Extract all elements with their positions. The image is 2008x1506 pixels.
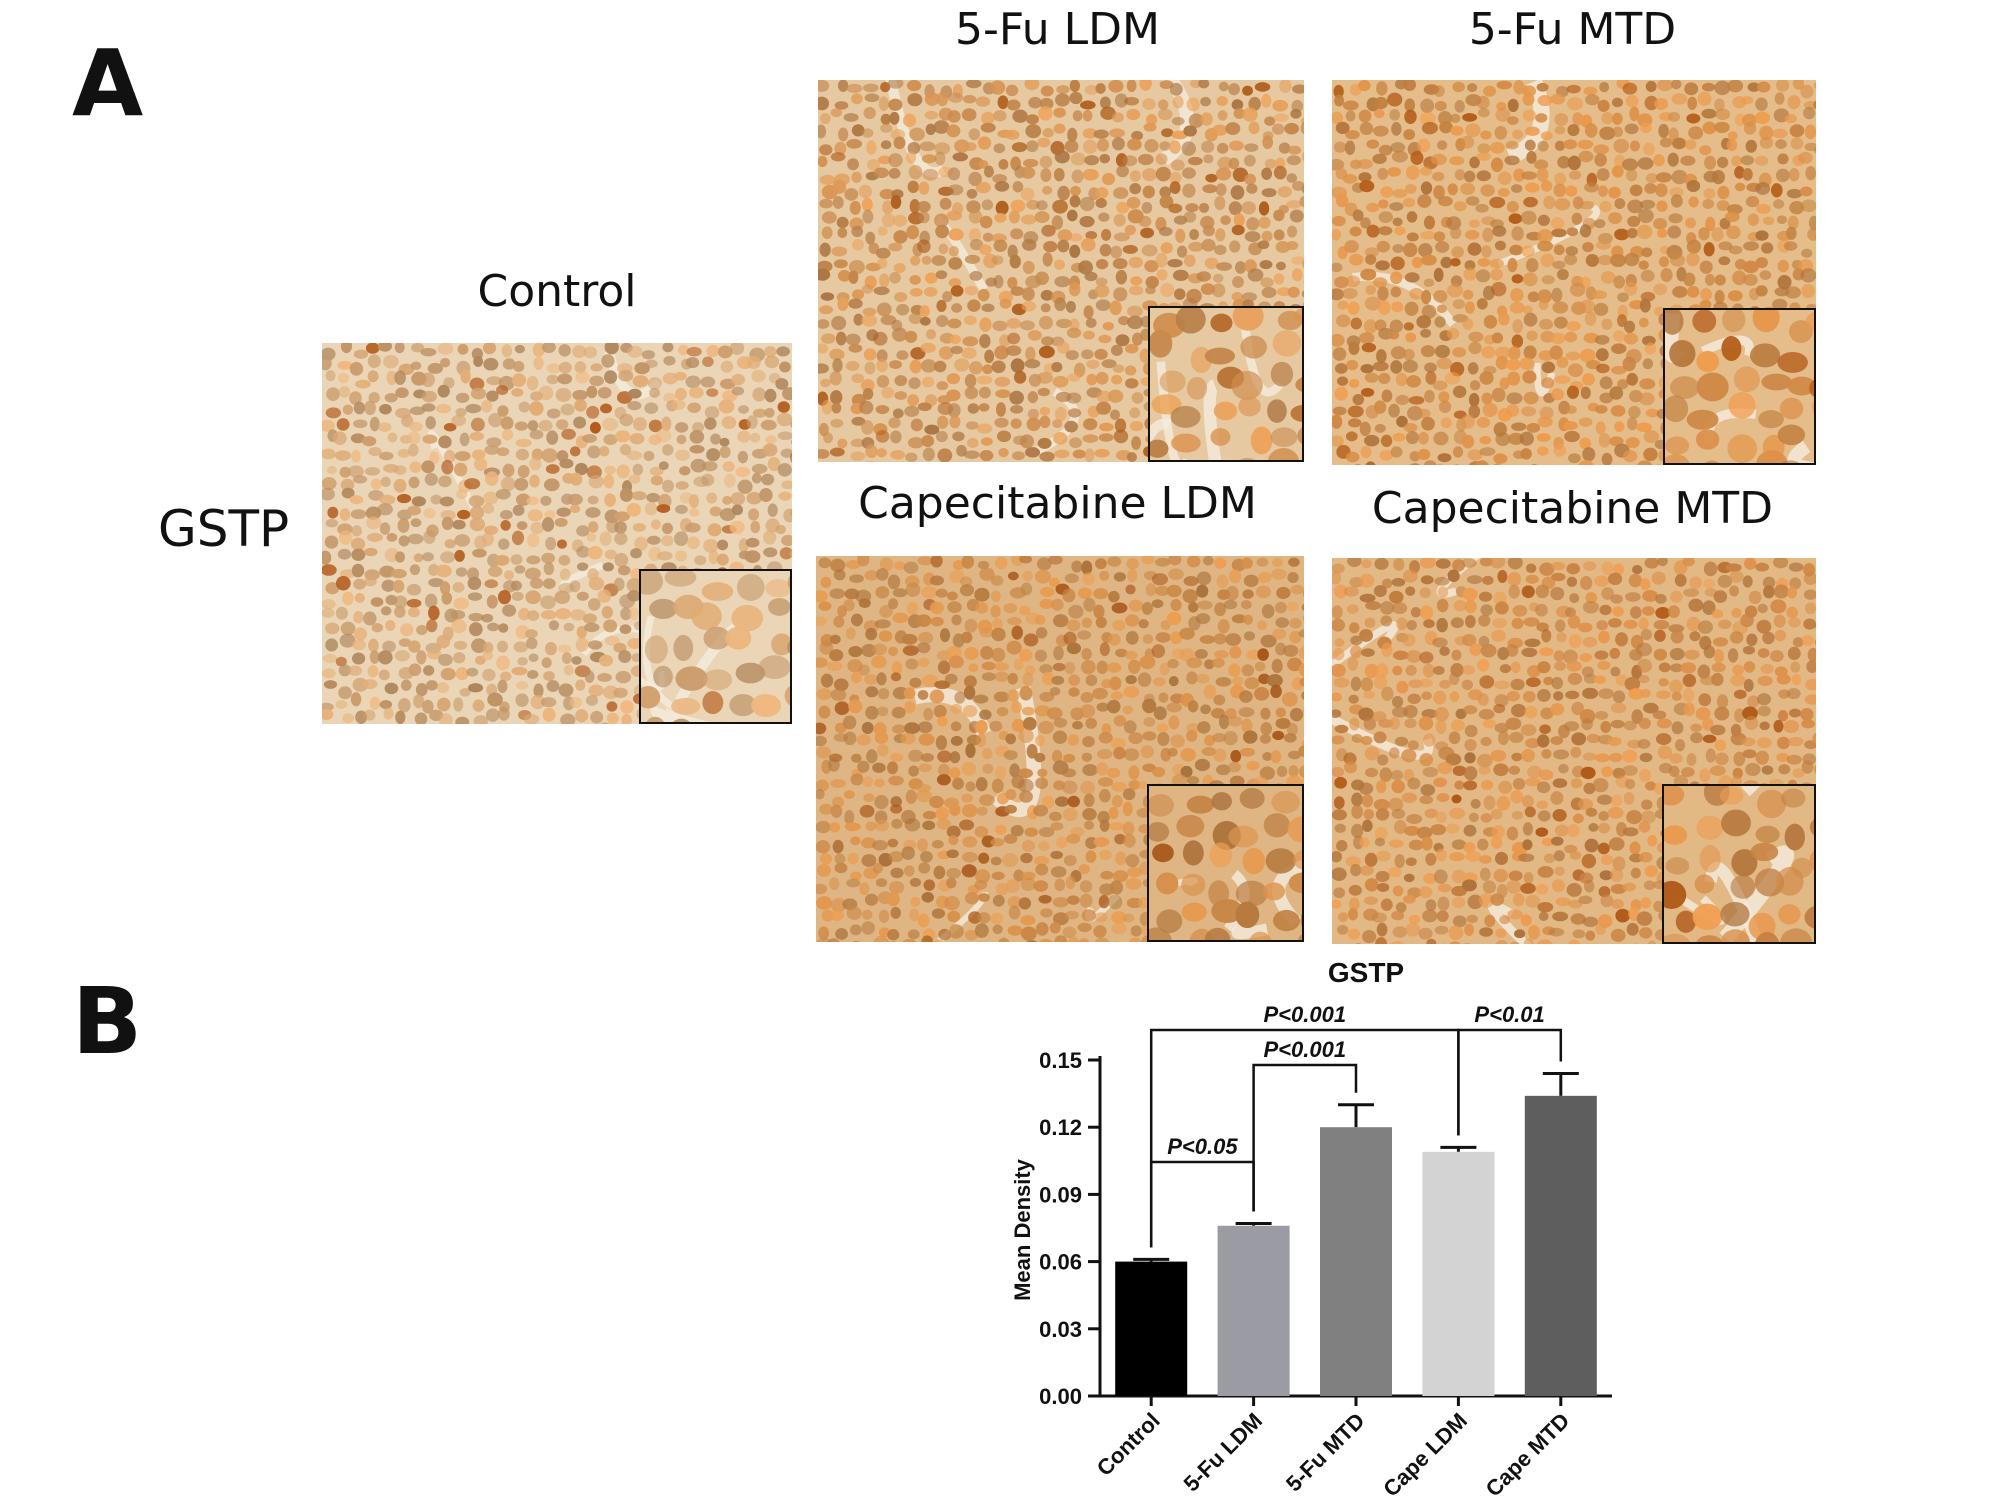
row-label-gstp: GSTP (158, 500, 290, 558)
significance-label: P<0.05 (1167, 1134, 1238, 1159)
x-tick-label: Control (1092, 1408, 1165, 1481)
bar (1422, 1151, 1495, 1396)
y-tick-label: 0.12 (1039, 1115, 1082, 1140)
image-label-cape-ldm: Capecitabine LDM (858, 478, 1257, 529)
significance-label: P<0.001 (1264, 1002, 1347, 1027)
image-label-5fu-ldm: 5-Fu LDM (954, 4, 1160, 55)
bar (1524, 1095, 1597, 1396)
x-tick-label: 5-Fu MTD (1281, 1408, 1370, 1497)
micrograph-control (322, 343, 792, 724)
significance-bracket (1457, 1028, 1563, 1136)
micrograph-inset-control (639, 569, 792, 724)
micrograph-5fu-mtd (1332, 80, 1816, 465)
y-tick-label: 0.03 (1039, 1317, 1082, 1342)
chart-plot-area: 0.00 0.03 0.06 0.09 0.12 0.15 Control 5-Fu LDM 5… (1039, 1002, 1612, 1502)
x-tick-label: Cape MTD (1481, 1408, 1575, 1502)
bar (1115, 1261, 1188, 1396)
chart-title: GSTP (1328, 957, 1404, 988)
significance-label: P<0.001 (1264, 1037, 1347, 1062)
x-tick-label: Cape LDM (1378, 1408, 1472, 1502)
image-label-5fu-mtd: 5-Fu MTD (1468, 4, 1677, 55)
bar (1320, 1127, 1392, 1396)
bar (1217, 1225, 1290, 1396)
micrograph-inset-5fu-ldm (1148, 306, 1304, 462)
y-tick-label: 0.15 (1039, 1048, 1082, 1073)
chart-y-axis-label: Mean Density (1010, 1158, 1035, 1301)
y-tick-label: 0.06 (1039, 1250, 1082, 1275)
significance-bracket (1252, 1063, 1358, 1212)
y-tick-label: 0.00 (1039, 1384, 1082, 1409)
x-tick-label: 5-Fu LDM (1179, 1408, 1268, 1497)
micrograph-inset-cape-ldm (1147, 784, 1304, 942)
significance-label: P<0.01 (1474, 1002, 1544, 1027)
micrograph-inset-5fu-mtd (1663, 308, 1816, 465)
micrograph-cape-ldm (816, 556, 1304, 942)
image-label-cape-mtd: Capecitabine MTD (1371, 483, 1774, 534)
micrograph-cape-mtd (1332, 558, 1816, 944)
panel-a-letter: A (72, 30, 144, 137)
panel-b-letter: B (72, 968, 143, 1075)
y-tick-label: 0.09 (1039, 1182, 1082, 1207)
micrograph-inset-cape-mtd (1662, 784, 1816, 944)
micrograph-5fu-ldm (818, 80, 1304, 462)
image-label-control: Control (477, 266, 637, 317)
